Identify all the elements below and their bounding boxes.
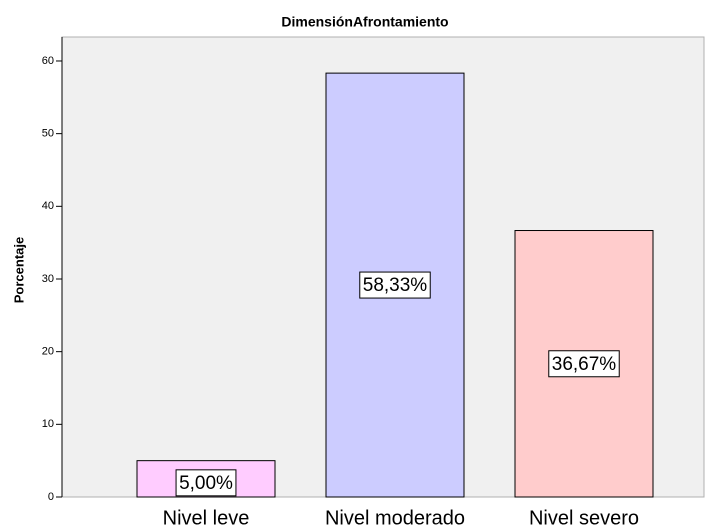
y-tick-label: 10: [42, 418, 54, 430]
y-tick-label: 20: [42, 346, 54, 358]
x-tick-label: Nivel severo: [529, 507, 639, 529]
y-axis-title: Porcentaje: [11, 237, 26, 303]
y-tick-label: 50: [42, 128, 54, 140]
x-tick-label: Nivel leve: [163, 507, 250, 529]
value-label: 36,67%: [552, 354, 617, 375]
value-label: 5,00%: [179, 473, 233, 494]
value-label-box: [548, 350, 620, 378]
y-tick-label: 40: [42, 200, 54, 212]
y-tick-label: 0: [48, 491, 54, 503]
value-label: 58,33%: [363, 275, 428, 296]
value-label-box: [175, 469, 237, 497]
x-tick-label: Nivel moderado: [325, 507, 465, 529]
y-tick-label: 30: [42, 273, 54, 285]
y-tick-label: 60: [42, 55, 54, 67]
value-label-box: [359, 271, 431, 299]
chart-title: DimensiónAfrontamiento: [281, 14, 448, 30]
